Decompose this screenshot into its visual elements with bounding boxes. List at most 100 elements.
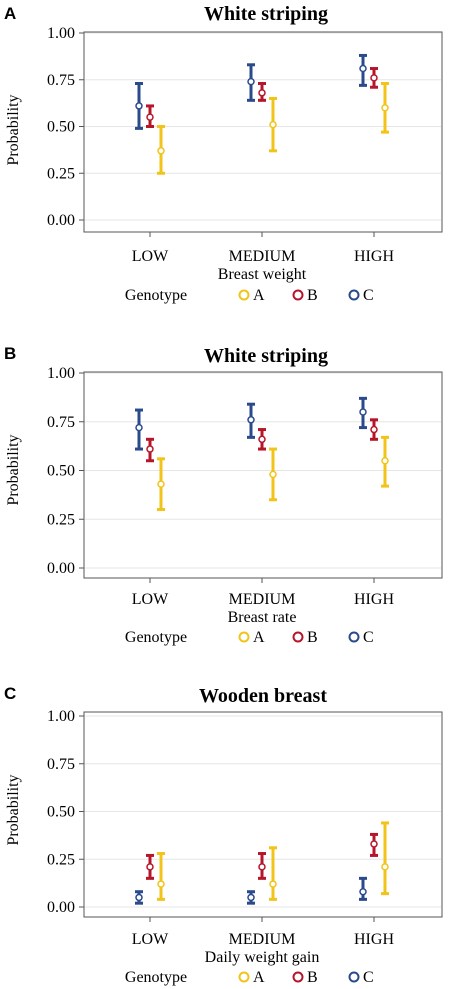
point-c (247, 893, 255, 902)
y-axis-label: Probability (5, 434, 22, 505)
error-bar-b (258, 852, 266, 880)
error-bar-c (359, 53, 367, 87)
legend: Genotype A B C (125, 629, 374, 646)
y-tick-label: 0.25 (47, 511, 75, 528)
point-a (381, 457, 389, 465)
point-c (135, 423, 143, 432)
y-tick-label: 0.50 (47, 119, 75, 136)
legend-title: Genotype (125, 629, 187, 646)
x-tick-label: LOW (132, 931, 169, 948)
error-bar-a (381, 821, 389, 896)
point-c (359, 887, 367, 896)
chart-title: White striping (204, 3, 328, 25)
x-axis-label: Breast weight (218, 266, 307, 283)
error-bar-b (258, 81, 266, 102)
legend-label: B (307, 969, 318, 986)
error-bar-c (135, 81, 143, 130)
panel-a: A White striping 0.00 0.25 0.50 0.75 1.00 Pr… (4, 3, 443, 304)
legend-title: Genotype (125, 969, 187, 986)
x-tick-label: HIGH (354, 931, 394, 948)
error-bar-c (247, 402, 255, 439)
point-c (359, 408, 367, 416)
error-bar-b (258, 428, 266, 451)
legend-item-b: B (292, 629, 318, 646)
legend-label: A (253, 969, 265, 986)
point-b (370, 425, 378, 434)
plot-area (83, 31, 443, 237)
y-tick-label: 0.00 (47, 560, 75, 577)
legend: Genotype A B C (125, 969, 374, 986)
panel-b: B White striping 0.00 0.25 0.50 0.75 1.00 Pr… (4, 344, 443, 646)
error-bar-a (381, 435, 389, 488)
legend-marker (238, 971, 250, 983)
error-bar-a (157, 125, 165, 175)
legend-item-c: C (348, 969, 374, 986)
point-a (157, 880, 165, 888)
y-tick-label: 0.50 (47, 463, 75, 480)
legend-label: B (307, 629, 318, 646)
y-tick-label: 0.50 (47, 804, 75, 821)
point-b (370, 840, 378, 848)
point-a (157, 480, 165, 488)
legend-label: C (363, 287, 374, 304)
point-c (135, 893, 143, 902)
y-axis: 0.00 0.25 0.50 0.75 1.00 (47, 365, 84, 577)
error-bar-b (146, 104, 154, 128)
y-axis-label: Probability (5, 774, 22, 845)
y-tick-label: 0.00 (47, 212, 75, 229)
x-tick-label: MEDIUM (229, 248, 296, 265)
error-bar-a (381, 81, 389, 134)
point-a (269, 120, 277, 129)
error-bar-b (370, 418, 378, 441)
panel-letter: A (4, 4, 16, 23)
legend-item-b: B (292, 287, 318, 304)
legend-marker (348, 971, 360, 983)
point-b (146, 445, 154, 453)
x-axis-label: Breast rate (228, 609, 297, 626)
legend-label: C (363, 969, 374, 986)
error-bar-c (247, 890, 255, 905)
error-bar-a (157, 852, 165, 901)
error-bar-a (269, 846, 277, 901)
x-tick-label: MEDIUM (229, 591, 296, 608)
legend-item-a: A (238, 969, 265, 986)
legend-label: A (253, 287, 265, 304)
panel-letter: B (4, 344, 16, 363)
chart-title: Wooden breast (199, 685, 327, 707)
x-tick-label: HIGH (354, 248, 394, 265)
legend-label: C (363, 629, 374, 646)
point-b (258, 89, 266, 97)
panel-letter: C (4, 684, 16, 703)
panel-c: C Wooden breast 0.00 0.25 0.50 0.75 1.00 Pro… (4, 684, 443, 986)
point-b (258, 863, 266, 871)
legend-item-c: C (348, 287, 374, 304)
legend-marker (292, 631, 304, 643)
legend-marker (292, 289, 304, 301)
plot-area (83, 711, 443, 922)
y-axis: 0.00 0.25 0.50 0.75 1.00 (47, 25, 84, 229)
point-b (146, 863, 154, 871)
point-b (370, 74, 378, 82)
y-axis-label: Probability (5, 94, 22, 165)
y-tick-label: 0.75 (47, 756, 75, 773)
x-tick-label: LOW (132, 591, 169, 608)
error-bar-b (146, 853, 154, 880)
y-tick-label: 0.75 (47, 414, 75, 431)
legend-item-a: A (238, 629, 265, 646)
y-tick-label: 1.00 (47, 365, 75, 382)
error-bar-b (370, 832, 378, 857)
error-bar-a (157, 457, 165, 511)
legend-marker (238, 631, 250, 643)
point-c (359, 64, 367, 73)
error-bar-a (269, 96, 277, 153)
legend-marker (238, 289, 250, 301)
legend-label: B (307, 287, 318, 304)
legend-marker (348, 289, 360, 301)
legend-marker (348, 631, 360, 643)
point-a (157, 147, 165, 155)
y-tick-label: 0.25 (47, 851, 75, 868)
x-tick-label: MEDIUM (229, 931, 296, 948)
chart-title: White striping (204, 345, 328, 367)
x-tick-label: HIGH (354, 591, 394, 608)
